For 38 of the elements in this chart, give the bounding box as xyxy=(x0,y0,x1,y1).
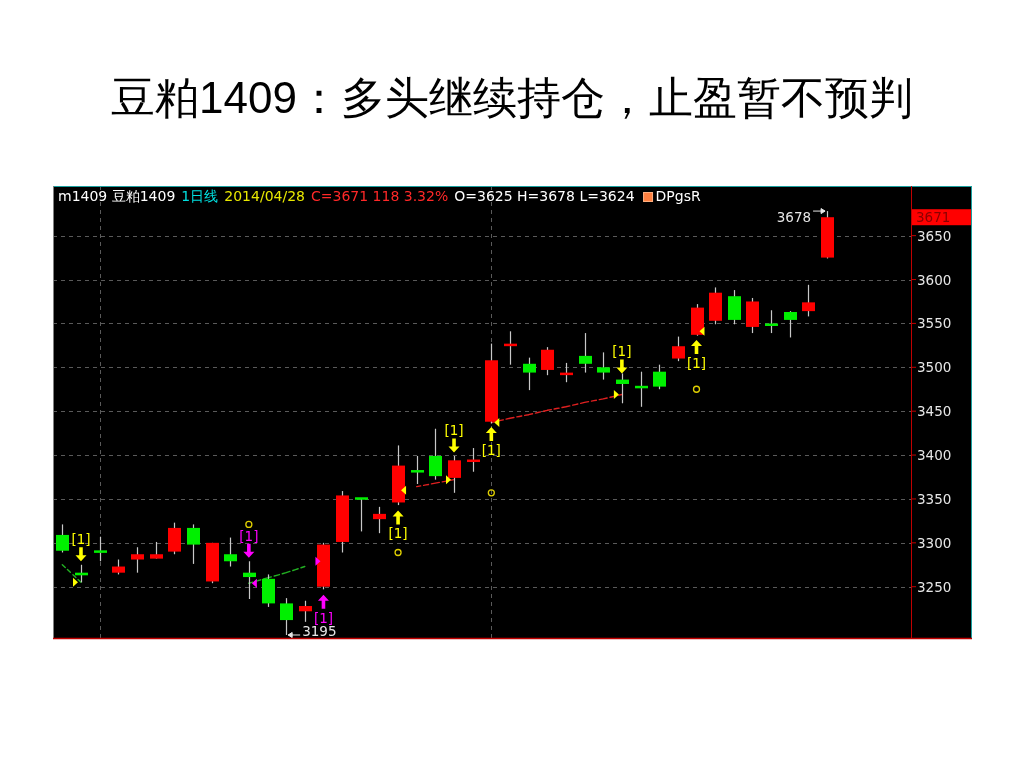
annotation: C=3671 118 3.32% xyxy=(310,188,449,204)
annotation: 1日线 xyxy=(181,188,219,204)
annotation: [1] xyxy=(444,422,464,439)
annotation: 3678 xyxy=(776,209,812,226)
y-tick-label: 3350 xyxy=(917,490,952,507)
annotation: DPgsR xyxy=(655,188,701,204)
annotation: [1] xyxy=(313,609,334,626)
point xyxy=(691,340,702,355)
y-tick-label: 3650 xyxy=(917,227,952,244)
point xyxy=(392,510,404,525)
y-tick-label: 3600 xyxy=(917,271,952,288)
annotation: [1] xyxy=(481,442,501,458)
point xyxy=(487,489,495,497)
point xyxy=(75,547,87,562)
annotation: O=3625 H=3678 L=3624 xyxy=(454,188,635,204)
annotation: [1] xyxy=(612,343,632,360)
point xyxy=(245,520,253,529)
y-tick-label: 3500 xyxy=(917,359,952,376)
y-tick-label: 3550 xyxy=(917,315,952,332)
annotation: [1] xyxy=(388,525,408,542)
point xyxy=(394,548,402,557)
chart-title: 豆粕1409：多头继续持仓，止盈暂不预判 xyxy=(111,73,913,122)
annotation: [1] xyxy=(239,527,259,544)
price-tag: 3671 xyxy=(912,209,971,226)
y-tick-label: 3400 xyxy=(917,447,952,464)
point xyxy=(616,359,628,374)
point xyxy=(692,385,701,393)
y-tick-label: 3450 xyxy=(917,403,952,420)
point xyxy=(448,438,460,453)
annotation: [1] xyxy=(71,531,91,548)
point xyxy=(243,543,255,558)
annotation: [1] xyxy=(686,355,707,372)
point xyxy=(485,427,497,441)
y-tick-label: 3300 xyxy=(917,534,952,551)
point xyxy=(317,594,329,609)
y-tick-label: 3250 xyxy=(917,578,952,595)
annotation: m1409 豆粕1409 xyxy=(58,188,176,204)
annotation: 2014/04/28 xyxy=(224,188,305,204)
